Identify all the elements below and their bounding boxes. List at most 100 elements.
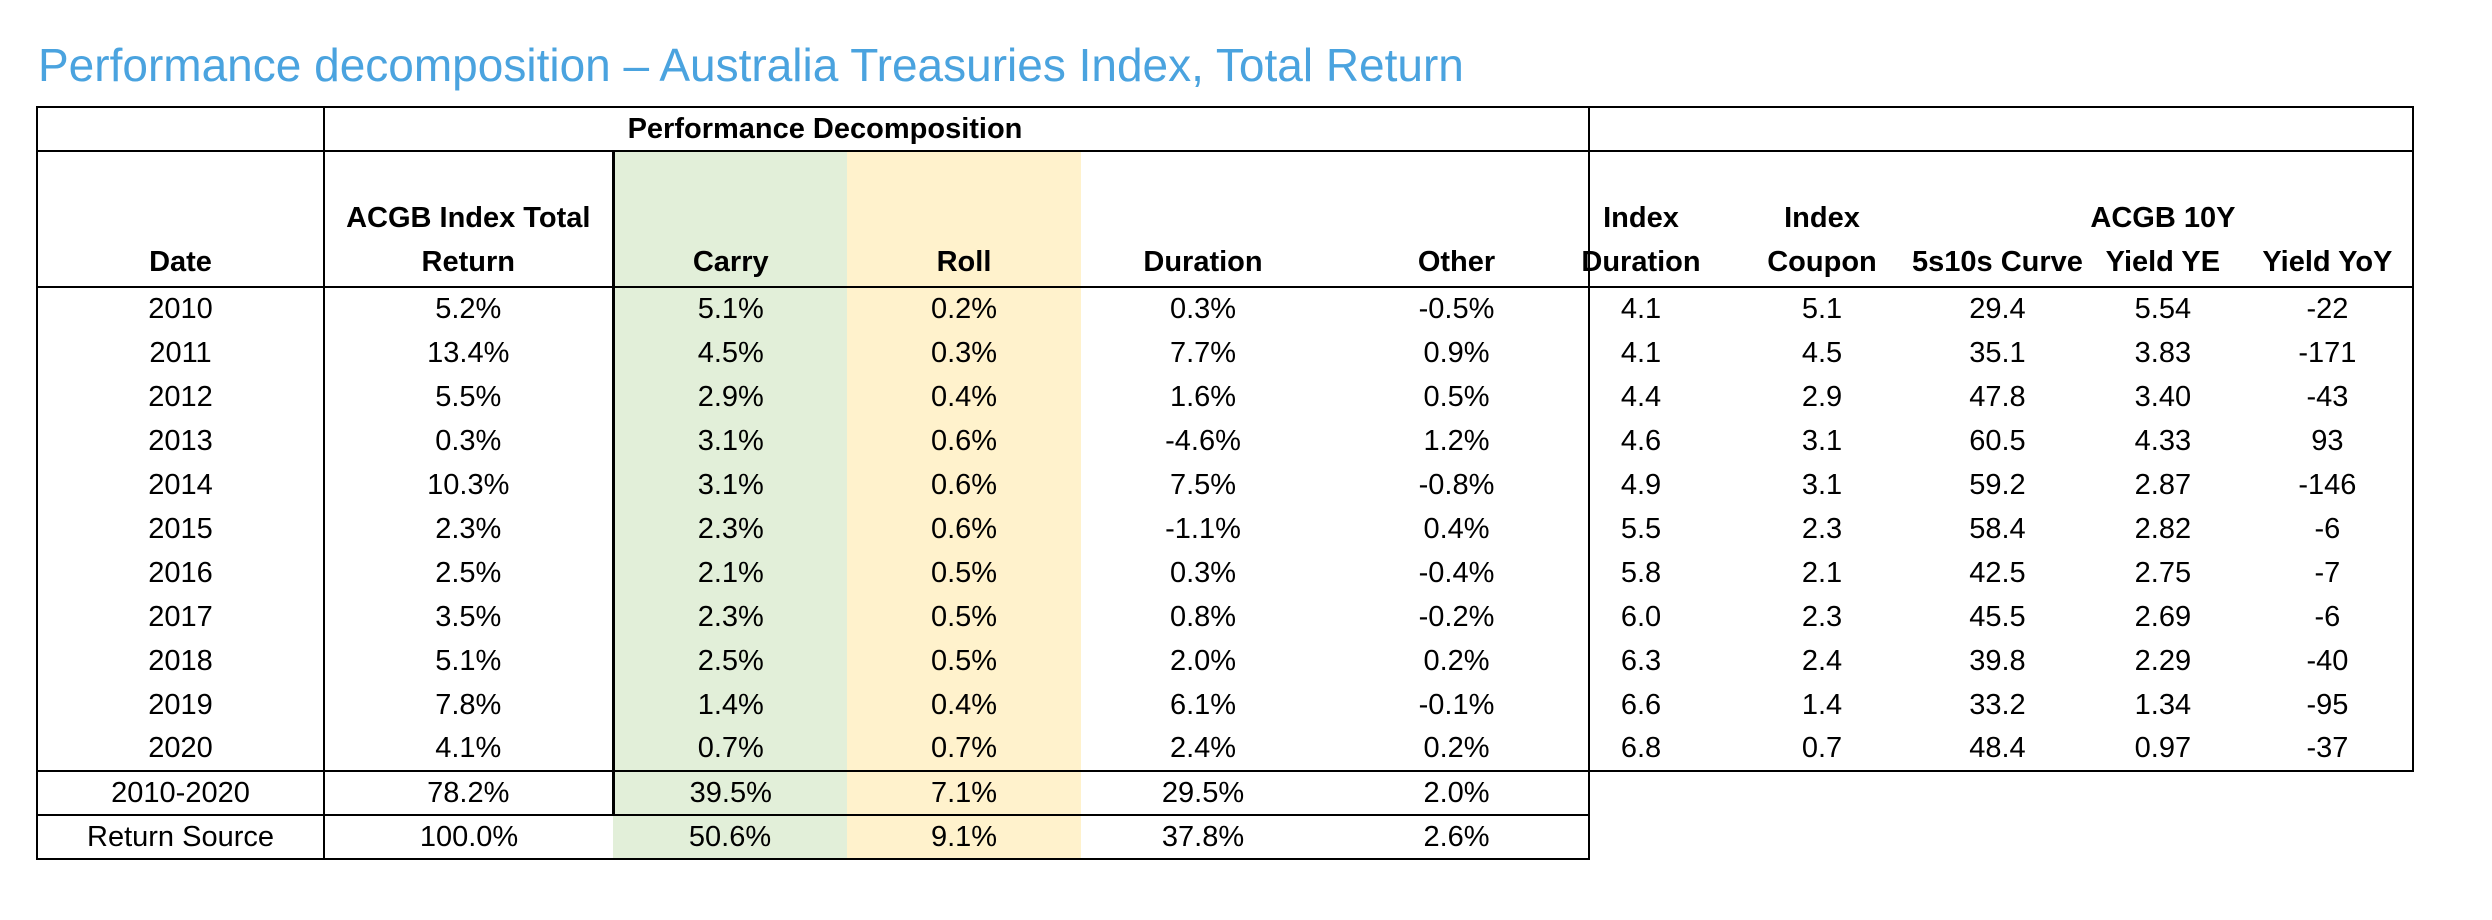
cell-total-return: 4.1% [324,727,613,772]
cell-duration: 0.3% [1169,293,1237,325]
cell-date: 2015 [36,507,325,551]
cell-index-duration: 4.4 [1620,380,1662,413]
cell-curve: 33.2 [1969,688,2026,721]
col-header-yield-yoy: Yield YoY [2242,151,2414,288]
table-row: 2012 5.5% 2.9% 0.4% 1.6% 0.5% [36,375,1590,419]
cell-yield-yoy: -22 [2242,287,2414,331]
cell-index-coupon: 3.1 [1801,468,1843,501]
cell-yield-yoy: -40 [2242,639,2414,683]
page-title: Performance decomposition – Australia Tr… [38,39,1464,91]
total-cell-roll: 7.1% [847,771,1081,816]
cell-date: 2020 [36,727,325,772]
cell-yield-yoy: -7 [2242,551,2414,595]
cell-carry: 2.3% [611,507,847,551]
col-header-total-return: ACGB Index Total Return [324,151,613,288]
cell-curve: 45.5 [1969,600,2026,633]
cell-other: -0.8% [1325,463,1590,507]
cell-duration: 6.1% [1169,688,1237,721]
cell-date: 2010 [36,287,325,331]
cell-index-duration: 5.8 [1620,556,1662,589]
cell-index-coupon: 1.4 [1801,688,1843,721]
total-row: 2010-2020 78.2% 39.5% 7.1% 29.5% 2.0% [36,771,1590,816]
cell-date: 2016 [36,551,325,595]
header-blank [36,106,325,152]
cell-date: 2011 [36,331,325,375]
col-header-other: Other [1325,151,1590,288]
cell-index-coupon: 3.1 [1801,424,1843,457]
cell-roll: 0.4% [847,375,1081,419]
cell-other: -0.5% [1325,287,1590,331]
cell-other: 0.9% [1325,331,1590,375]
source-cell-date: Return Source [36,815,325,860]
cell-other: 0.2% [1325,727,1590,772]
cell-roll: 0.6% [847,463,1081,507]
cell-yield-ye: 4.33 [2134,424,2192,457]
table-row: 2019 7.8% 1.4% 0.4% 6.1% -0.1% [36,683,1590,727]
cell-yield-yoy: 93 [2242,419,2414,463]
table-row: 2017 3.5% 2.3% 0.5% 0.8% -0.2% [36,595,1590,639]
table-row: 4.1 5.1 29.4 5.54 -22 [1550,287,2414,331]
cell-curve: 59.2 [1969,468,2026,501]
cell-yield-yoy: -43 [2242,375,2414,419]
col-header-index-coupon: Index Coupon [1732,151,1912,288]
col-header-carry: Carry [611,151,847,288]
cell-other: -0.2% [1325,595,1590,639]
cell-yield-ye: 0.97 [2082,727,2243,772]
cell-other: -0.4% [1325,551,1590,595]
col-header-index-duration-line1: Index [1603,202,1679,234]
cell-total-return: 13.4% [427,336,510,369]
table-row: 4.4 2.9 47.8 3.40 -43 [1550,375,2414,419]
cell-curve: 35.1 [1969,336,2026,369]
cell-total-return: 2.5% [435,556,502,589]
cell-index-coupon: 2.3 [1801,600,1843,633]
cell-yield-ye: 2.29 [2134,644,2192,677]
cell-curve: 47.8 [1969,380,2026,413]
cell-index-duration: 6.8 [1550,727,1732,772]
cell-other: 1.2% [1325,419,1590,463]
cell-yield-yoy: -37 [2242,727,2414,772]
cell-roll: 0.2% [847,287,1081,331]
cell-roll: 0.6% [847,419,1081,463]
cell-yield-ye: 2.69 [2134,600,2192,633]
table-row: 2014 10.3% 3.1% 0.6% 7.5% -0.8% [36,463,1590,507]
cell-date: 2014 [36,463,325,507]
cell-date: 2013 [36,419,325,463]
cell-yield-ye: 2.87 [2134,468,2192,501]
table-row: 6.0 2.3 45.5 2.69 -6 [1550,595,2414,639]
group-header: Performance Decomposition [324,106,1325,152]
table-row: 2018 5.1% 2.5% 0.5% 2.0% 0.2% [36,639,1590,683]
cell-roll: 0.3% [847,331,1081,375]
cell-total-return: 3.5% [435,600,502,633]
col-header-roll: Roll [847,151,1081,288]
cell-carry: 0.7% [611,727,847,772]
source-cell-other: 2.6% [1325,815,1590,860]
cell-duration: -4.6% [1165,424,1241,457]
table-row: 2015 2.3% 2.3% 0.6% -1.1% 0.4% [36,507,1590,551]
cell-date: 2017 [36,595,325,639]
table-row: 6.8 0.7 48.4 0.97 -37 [1550,727,2414,772]
cell-curve: 58.4 [1969,512,2026,545]
cell-index-coupon: 2.1 [1801,556,1843,589]
cell-index-duration: 5.5 [1620,512,1662,545]
cell-total-return: 2.3% [435,512,502,545]
cell-index-duration: 6.3 [1620,644,1662,677]
col-header-curve: 5s10s Curve [1912,151,2083,288]
cell-duration: 0.3% [1169,556,1237,589]
cell-yield-ye: 2.75 [2134,556,2192,589]
cell-carry: 4.5% [611,331,847,375]
cell-carry: 2.9% [611,375,847,419]
source-cell-total-return: 100.0% [324,815,613,860]
cell-total-return: 5.1% [435,644,502,677]
col-header-index-coupon-line1: Index [1784,202,1860,234]
table-row: 4.9 3.1 59.2 2.87 -146 [1550,463,2414,507]
table-row: 5.8 2.1 42.5 2.75 -7 [1550,551,2414,595]
col-header-index-duration: Index Duration [1550,151,1732,288]
cell-other: 0.2% [1325,639,1590,683]
total-cell-total-return: 78.2% [324,771,613,816]
cell-index-coupon: 4.5 [1801,336,1843,369]
cell-index-coupon: 2.9 [1801,380,1843,413]
total-cell-carry: 39.5% [611,771,847,816]
cell-duration: 2.0% [1169,644,1237,677]
cell-yield-yoy: -6 [2242,595,2414,639]
return-source-row: Return Source 100.0% 50.6% 9.1% 37.8% 2.6% [36,815,1590,860]
